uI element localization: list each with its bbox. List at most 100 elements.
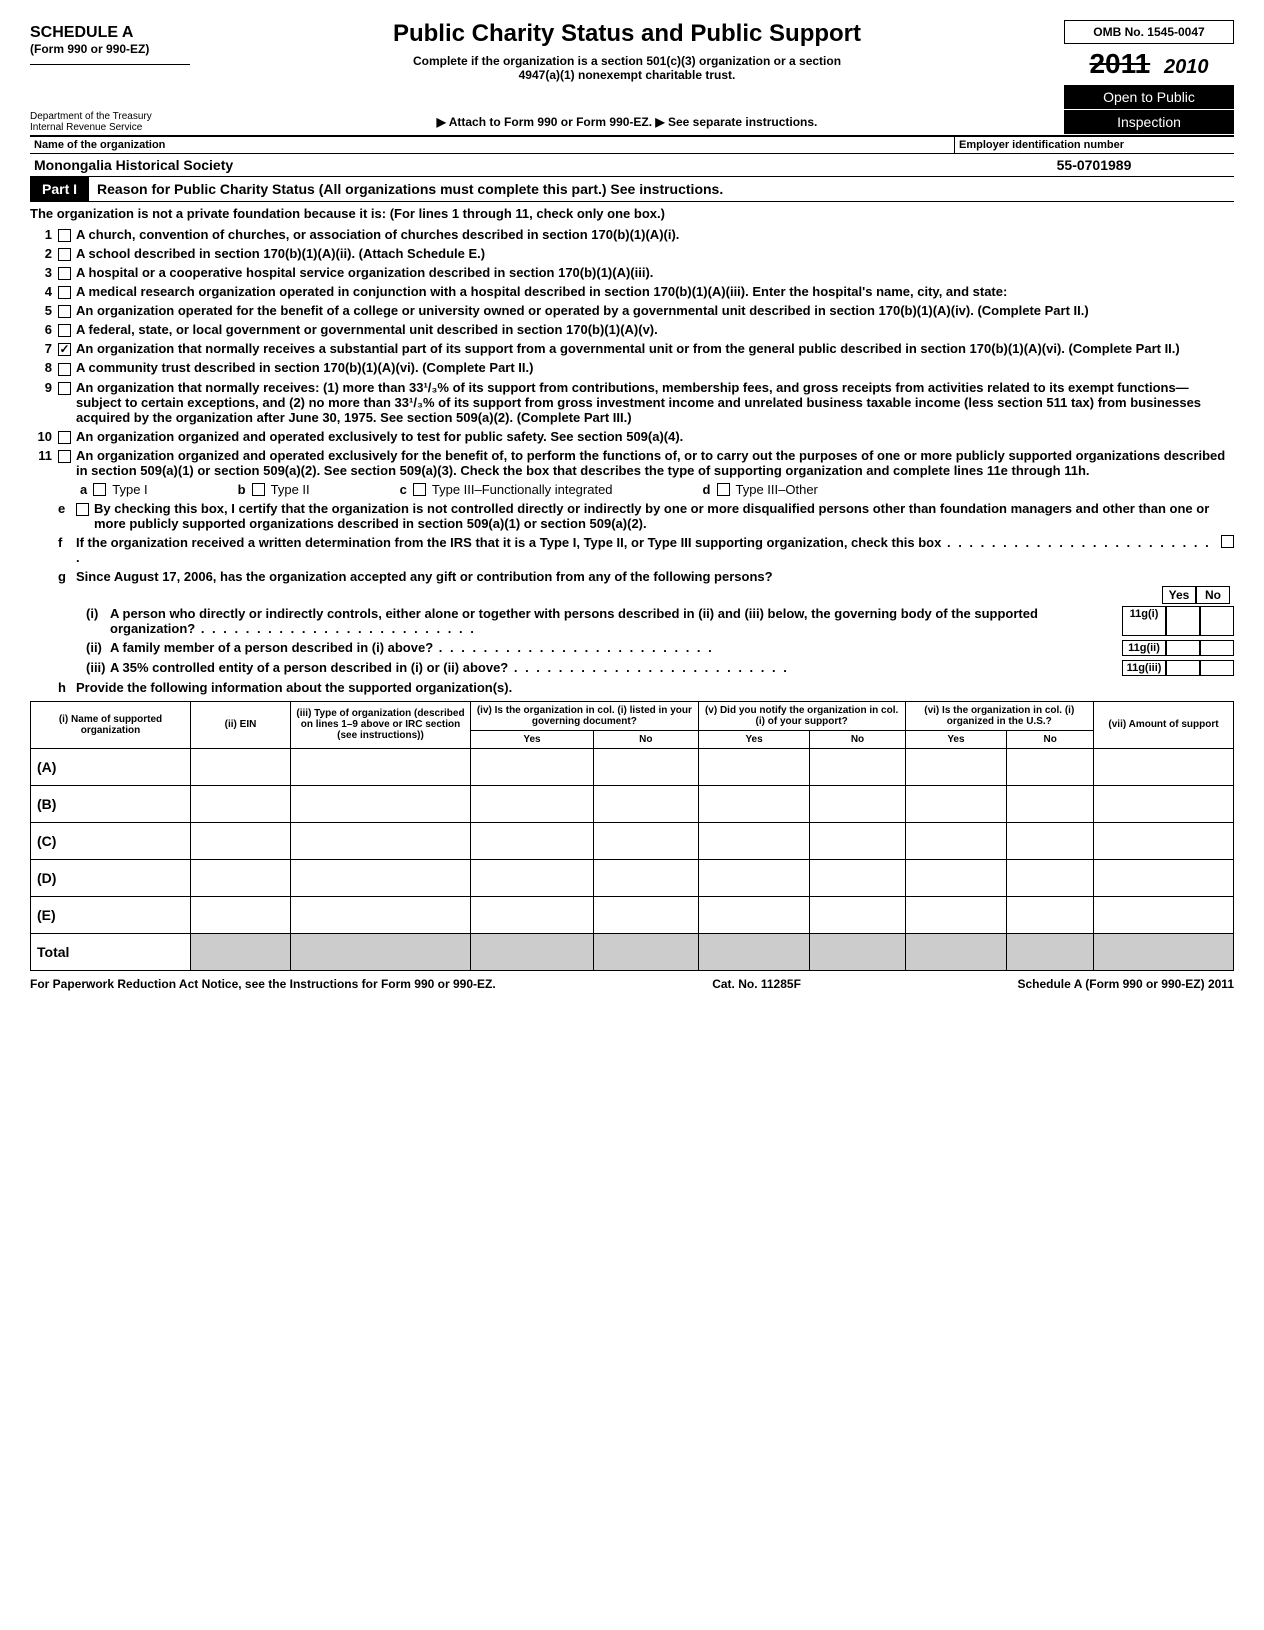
- row-a-label: (A): [31, 748, 191, 785]
- checkbox-6[interactable]: [58, 324, 71, 337]
- checkbox-1[interactable]: [58, 229, 71, 242]
- line-7-text: An organization that normally receives a…: [76, 341, 1234, 356]
- cell[interactable]: [810, 896, 905, 933]
- no-header: No: [1196, 586, 1230, 604]
- checkbox-5[interactable]: [58, 305, 71, 318]
- g-iii-label: (iii): [86, 660, 110, 676]
- cell[interactable]: [905, 748, 1007, 785]
- org-name-value: Monongalia Historical Society: [30, 154, 954, 176]
- cell[interactable]: [905, 785, 1007, 822]
- cell[interactable]: [594, 859, 699, 896]
- org-name-label: Name of the organization: [30, 137, 954, 153]
- cell[interactable]: [698, 785, 810, 822]
- cell[interactable]: [1094, 896, 1234, 933]
- g-i-yes[interactable]: [1166, 606, 1200, 636]
- checkbox-11[interactable]: [58, 450, 71, 463]
- checkbox-10[interactable]: [58, 431, 71, 444]
- cell[interactable]: [471, 859, 594, 896]
- cell[interactable]: [594, 822, 699, 859]
- cell[interactable]: [594, 896, 699, 933]
- letter-f: f: [58, 535, 76, 565]
- cell[interactable]: [1007, 822, 1094, 859]
- cell[interactable]: [471, 822, 594, 859]
- checkbox-9[interactable]: [58, 382, 71, 395]
- g-ii-yes[interactable]: [1166, 640, 1200, 656]
- cell[interactable]: [1094, 785, 1234, 822]
- title-block: Public Charity Status and Public Support…: [190, 20, 1064, 82]
- row-b-label: (B): [31, 785, 191, 822]
- cell: [698, 933, 810, 970]
- cell[interactable]: [191, 896, 291, 933]
- checkbox-e[interactable]: [76, 503, 89, 516]
- cell[interactable]: [905, 822, 1007, 859]
- checkbox-3[interactable]: [58, 267, 71, 280]
- cell[interactable]: [905, 896, 1007, 933]
- cell[interactable]: [1007, 785, 1094, 822]
- cell[interactable]: [810, 859, 905, 896]
- schedule-box: SCHEDULE A (Form 990 or 990-EZ): [30, 20, 190, 65]
- cell[interactable]: [191, 748, 291, 785]
- cell[interactable]: [1007, 859, 1094, 896]
- cell[interactable]: [1007, 896, 1094, 933]
- table-row: (E): [31, 896, 1234, 933]
- department-block: Department of the Treasury Internal Reve…: [30, 109, 190, 135]
- cell[interactable]: [291, 785, 471, 822]
- cell[interactable]: [1094, 748, 1234, 785]
- cell[interactable]: [905, 859, 1007, 896]
- cell[interactable]: [191, 785, 291, 822]
- cell[interactable]: [471, 748, 594, 785]
- checkbox-2[interactable]: [58, 248, 71, 261]
- checkbox-f[interactable]: [1221, 535, 1234, 548]
- cell[interactable]: [1007, 748, 1094, 785]
- cell[interactable]: [191, 859, 291, 896]
- cell[interactable]: [594, 785, 699, 822]
- cell[interactable]: [191, 822, 291, 859]
- table-row: (B): [31, 785, 1234, 822]
- checkbox-7[interactable]: ✓: [58, 343, 71, 356]
- g-iii-yes[interactable]: [1166, 660, 1200, 676]
- line-g-text: Since August 17, 2006, has the organizat…: [76, 569, 1234, 584]
- year-handwritten: 2010: [1164, 56, 1209, 78]
- line-num-1: 1: [30, 227, 58, 242]
- cell: [810, 933, 905, 970]
- open-line1: Open to Public: [1074, 89, 1224, 105]
- cell[interactable]: [291, 748, 471, 785]
- checkbox-8[interactable]: [58, 363, 71, 376]
- footer-right: Schedule A (Form 990 or 990-EZ) 2011: [1017, 977, 1234, 991]
- part1-title: Reason for Public Charity Status (All or…: [89, 181, 723, 197]
- checkbox-type-b[interactable]: [252, 483, 265, 496]
- cell[interactable]: [810, 822, 905, 859]
- cell[interactable]: [291, 859, 471, 896]
- cell[interactable]: [698, 859, 810, 896]
- supported-org-table: (i) Name of supported organization (ii) …: [30, 701, 1234, 971]
- g-iii-no[interactable]: [1200, 660, 1234, 676]
- tax-year: 2011 2010: [1064, 48, 1234, 80]
- cell[interactable]: [698, 896, 810, 933]
- g-ii-no[interactable]: [1200, 640, 1234, 656]
- footer-left: For Paperwork Reduction Act Notice, see …: [30, 977, 496, 991]
- cell: [191, 933, 291, 970]
- cell[interactable]: [698, 822, 810, 859]
- cell[interactable]: [471, 785, 594, 822]
- cell[interactable]: [810, 748, 905, 785]
- line-num-5: 5: [30, 303, 58, 318]
- cell[interactable]: [1094, 859, 1234, 896]
- cell[interactable]: [1094, 822, 1234, 859]
- cell[interactable]: [810, 785, 905, 822]
- th-v-no: No: [810, 730, 905, 748]
- th-v: (v) Did you notify the organization in c…: [698, 701, 905, 730]
- th-vii: (vii) Amount of support: [1094, 701, 1234, 748]
- checkbox-type-c[interactable]: [413, 483, 426, 496]
- cell[interactable]: [291, 822, 471, 859]
- form-number: (Form 990 or 990-EZ): [30, 42, 184, 56]
- table-row: (D): [31, 859, 1234, 896]
- g-i-no[interactable]: [1200, 606, 1234, 636]
- cell[interactable]: [471, 896, 594, 933]
- checkbox-4[interactable]: [58, 286, 71, 299]
- checkbox-type-a[interactable]: [93, 483, 106, 496]
- subtitle-2: 4947(a)(1) nonexempt charitable trust.: [200, 68, 1054, 82]
- checkbox-type-d[interactable]: [717, 483, 730, 496]
- cell[interactable]: [698, 748, 810, 785]
- cell[interactable]: [594, 748, 699, 785]
- cell[interactable]: [291, 896, 471, 933]
